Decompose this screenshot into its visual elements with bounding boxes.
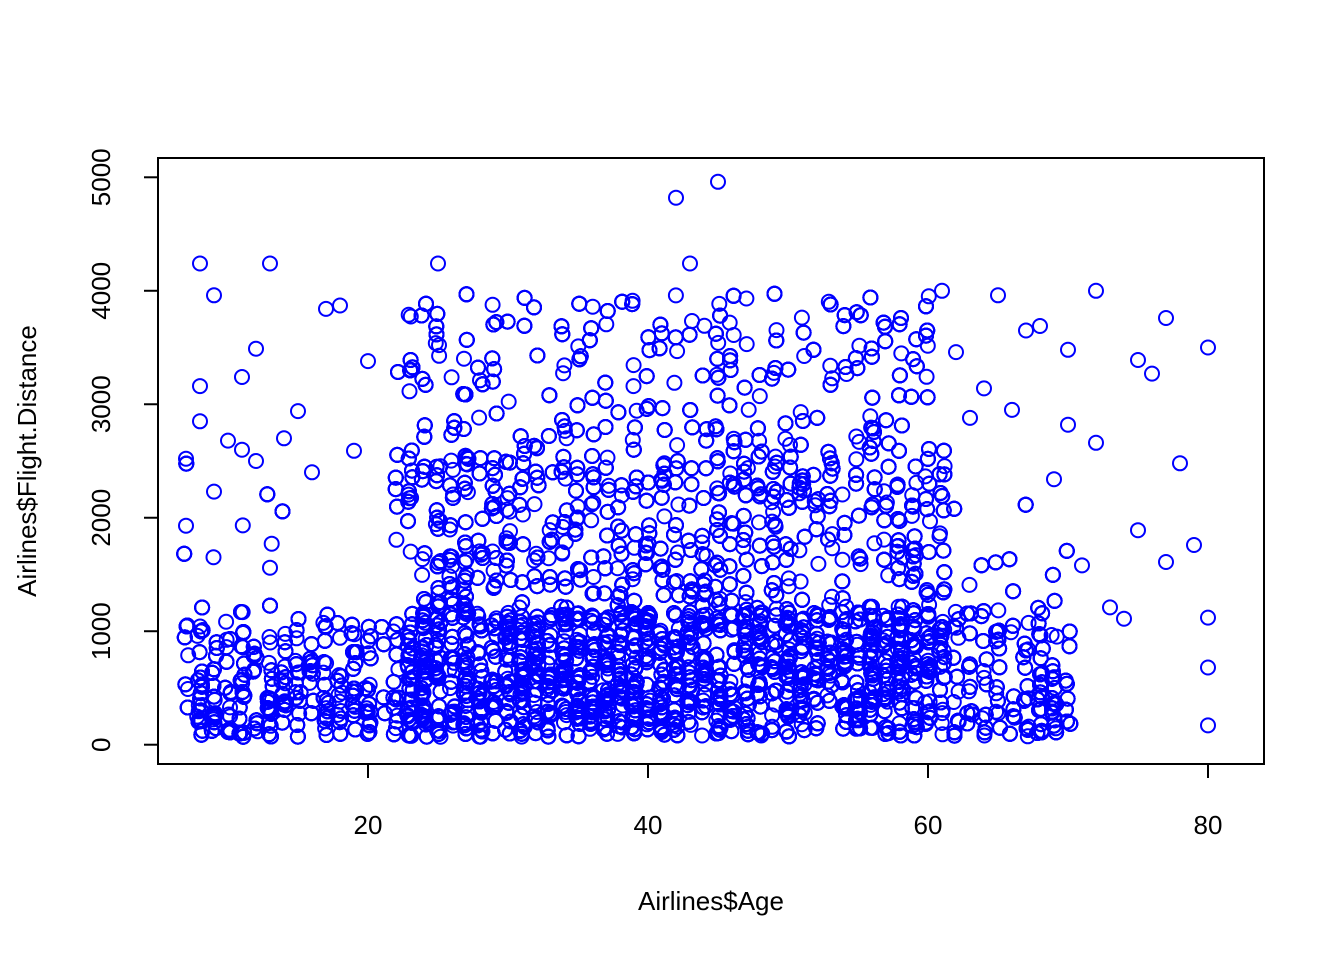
data-point [834,551,851,568]
data-point [554,545,571,562]
data-point [936,458,953,475]
data-point [848,451,865,468]
data-point [780,570,797,587]
data-point [1020,614,1037,631]
data-point [263,535,280,552]
data-point [445,461,461,478]
data-point [526,496,543,513]
data-point [459,484,476,501]
data-point [922,513,938,530]
data-point [866,535,883,552]
data-point [427,335,444,352]
data-point [500,393,517,410]
data-point [514,506,531,523]
data-point [388,531,405,548]
data-point [301,674,318,691]
data-point [670,496,687,513]
data-point [431,337,447,354]
data-point [558,430,575,447]
data-point [820,293,837,310]
data-point [484,296,501,313]
data-point [988,685,1005,702]
data-point [624,431,641,448]
data-point [739,460,756,477]
data-point [751,388,768,405]
data-point [1043,627,1060,643]
data-point [555,365,572,382]
data-point [961,576,978,593]
data-point [401,383,418,400]
data-point [931,528,948,545]
data-point [443,369,460,386]
data-point [502,523,518,540]
data-point [988,633,1004,650]
data-point [666,374,683,391]
data-point [180,647,197,664]
data-point [667,287,684,304]
data-point [908,474,925,491]
data-point [291,705,308,722]
data-point [609,560,626,577]
data-point [710,334,727,351]
data-point [792,404,809,421]
data-point [740,401,757,418]
data-point [471,409,488,426]
data-point [824,588,840,605]
data-point [234,517,251,534]
data-point [918,368,935,385]
data-point [862,408,879,425]
data-point [669,437,686,454]
data-point [810,555,827,572]
data-point [768,322,785,339]
data-point [656,508,673,525]
data-point [988,703,1005,720]
data-point [824,677,840,694]
data-point [791,542,808,559]
data-point [599,449,616,466]
data-point [443,452,460,469]
data-point [921,596,938,613]
data-point [920,288,937,305]
data-point [777,430,794,447]
data-point [317,720,334,737]
data-point [738,336,755,353]
data-point [329,706,346,723]
data-point [711,295,728,312]
data-point [947,603,964,620]
data-point [442,680,458,697]
data-point [400,306,417,323]
data-point [934,726,951,743]
data-point [822,357,839,374]
data-point [625,357,642,374]
data-point [218,613,235,630]
data-point [585,494,602,511]
data-point [852,556,869,573]
data-point [189,627,206,644]
data-point [793,309,810,326]
data-point [261,629,278,645]
data-point [767,448,784,465]
data-point [456,350,472,367]
data-points [176,173,1216,745]
data-point [824,540,841,557]
data-point [556,422,573,439]
data-point [764,513,781,530]
data-point [792,573,809,590]
data-point [824,370,841,387]
data-point [696,317,713,334]
data-point [205,549,222,566]
data-point [556,357,573,374]
data-point [402,308,419,325]
data-point [625,378,642,395]
data-point [441,568,458,585]
data-point [414,566,431,583]
